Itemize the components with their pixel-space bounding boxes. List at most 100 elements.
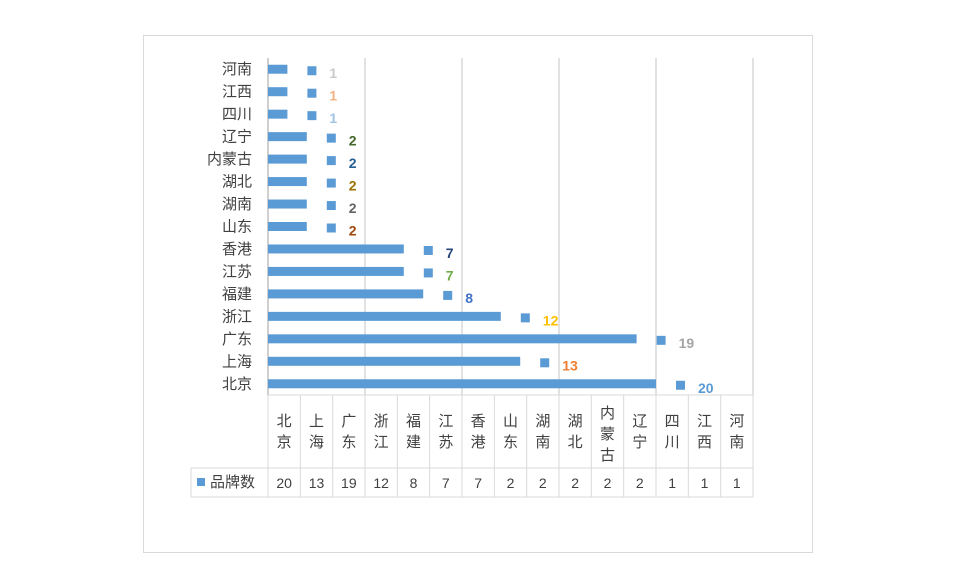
legend-key-marker [307,66,317,76]
bar [268,199,307,209]
data-label: 1 [329,110,337,126]
table-header-char: 湖 [568,412,583,430]
legend-key-marker [197,478,205,486]
table-header-char: 山 [503,412,518,430]
table-value: 8 [410,475,418,491]
table-header-char: 南 [729,433,744,451]
table-value: 2 [539,475,547,491]
data-label: 8 [465,290,473,306]
table-value: 12 [373,475,389,491]
table-header-char: 海 [309,433,324,451]
data-label: 2 [349,155,357,171]
table-header-char: 上 [309,412,324,430]
category-label: 江苏 [222,262,252,280]
table-header-char: 东 [341,433,356,451]
category-label: 辽宁 [222,128,252,146]
bar [268,289,424,299]
table-header-char: 四 [665,412,680,430]
table-header-char: 北 [568,433,583,451]
legend-key-marker [307,111,317,121]
table-value: 7 [442,475,450,491]
data-label: 7 [446,245,454,261]
bar [268,266,404,276]
data-label: 2 [349,200,357,216]
table-header-char: 京 [277,433,292,451]
table-header-char: 川 [665,433,680,451]
table-value: 19 [341,475,357,491]
category-label: 湖北 [222,173,252,191]
table-header-char: 湖 [535,412,550,430]
table-header-char: 苏 [438,433,453,451]
table-header-char: 江 [697,412,712,430]
category-label: 内蒙古 [207,150,252,168]
table-header-char: 福 [406,412,421,430]
table-value: 13 [309,475,325,491]
legend-key-marker [326,133,336,143]
table-value: 1 [701,475,709,491]
category-label: 广东 [222,330,252,348]
table-value: 2 [604,475,612,491]
legend-key-marker [326,223,336,233]
legend-key-marker [423,268,433,278]
data-label: 2 [349,178,357,194]
table-header-char: 辽 [632,412,647,430]
table-value: 1 [668,475,676,491]
data-label: 19 [679,335,695,351]
table-value: 2 [636,475,644,491]
data-label: 1 [329,65,337,81]
bar [268,222,307,231]
bar [268,87,288,97]
bar [268,64,288,74]
category-label: 北京 [222,375,252,393]
category-label: 浙江 [222,307,252,325]
legend-key-marker [307,88,317,98]
data-label: 2 [349,223,357,239]
table-header-char: 建 [406,433,421,451]
table-header-char: 香 [471,412,486,430]
bar [268,334,637,344]
legend-key-marker [443,290,453,300]
category-label: 福建 [222,285,252,303]
data-label: 1 [329,88,337,104]
table-header-char: 内 [600,404,615,422]
category-label: 河南 [222,60,252,78]
bar [268,311,501,321]
table-header-char: 西 [697,433,712,451]
bar [268,154,307,164]
table-value: 1 [733,475,741,491]
category-label: 上海 [222,352,252,370]
category-label: 江西 [222,83,252,101]
data-label: 13 [562,357,578,373]
legend-key-marker [676,380,685,390]
table-header-char: 江 [374,433,389,451]
category-label: 香港 [222,240,252,258]
table-header-char: 宁 [632,433,647,451]
bar [268,244,404,254]
category-label: 四川 [222,105,252,123]
category-label: 山东 [222,218,252,236]
table-header-char: 南 [535,433,550,451]
chart-frame [143,35,813,553]
legend-key-marker [326,178,336,188]
table-header-char: 浙 [374,412,389,430]
legend-key-marker [656,335,666,345]
bar [268,132,307,142]
table-header-char: 江 [438,412,453,430]
bar [268,177,307,187]
bar [268,109,288,119]
table-header-char: 港 [471,433,486,451]
bar [268,356,521,366]
table-value: 2 [507,475,515,491]
data-label: 2 [349,133,357,149]
legend-key-marker [423,245,433,255]
table-header-char: 古 [600,446,615,464]
legend-key-marker [326,201,336,211]
legend-key-marker [520,313,530,323]
table-header-char: 广 [341,412,356,430]
table-value: 2 [571,475,579,491]
legend-key-marker [540,358,550,368]
bar [268,379,656,389]
table-header-char: 北 [277,412,292,430]
table-header-char: 东 [503,433,518,451]
